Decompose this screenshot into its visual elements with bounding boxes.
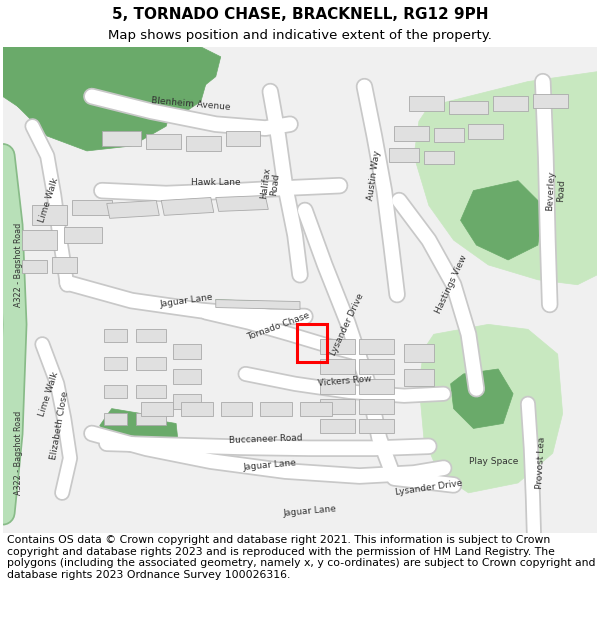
Polygon shape: [451, 369, 513, 429]
Polygon shape: [104, 385, 127, 398]
Polygon shape: [72, 201, 112, 216]
Polygon shape: [216, 299, 300, 309]
Polygon shape: [32, 206, 67, 225]
Polygon shape: [136, 357, 166, 370]
Polygon shape: [102, 131, 142, 146]
Polygon shape: [173, 369, 201, 384]
Text: Lysander Drive: Lysander Drive: [395, 479, 463, 497]
Polygon shape: [52, 47, 156, 136]
Polygon shape: [104, 329, 127, 342]
Polygon shape: [469, 124, 503, 139]
Polygon shape: [2, 47, 146, 136]
Text: 5, TORNADO CHASE, BRACKNELL, RG12 9PH: 5, TORNADO CHASE, BRACKNELL, RG12 9PH: [112, 6, 488, 21]
Polygon shape: [139, 419, 179, 455]
Text: Beverley
Road: Beverley Road: [545, 170, 566, 211]
Text: Lime Walk: Lime Walk: [38, 370, 61, 418]
Polygon shape: [136, 385, 166, 398]
Text: Austin Way: Austin Way: [367, 150, 382, 201]
Polygon shape: [404, 369, 434, 386]
Polygon shape: [52, 257, 77, 273]
Polygon shape: [136, 329, 166, 342]
Polygon shape: [320, 379, 355, 394]
Polygon shape: [216, 299, 300, 316]
Polygon shape: [146, 134, 181, 149]
Polygon shape: [104, 412, 127, 426]
Text: A322 - Bagshot Road: A322 - Bagshot Road: [14, 411, 23, 496]
Polygon shape: [359, 399, 394, 414]
Polygon shape: [57, 47, 221, 116]
Text: Vickers Row: Vickers Row: [317, 374, 372, 388]
Polygon shape: [359, 419, 394, 433]
Polygon shape: [359, 359, 394, 374]
Polygon shape: [359, 379, 394, 394]
Text: Jaguar Lane: Jaguar Lane: [159, 292, 213, 309]
Polygon shape: [260, 402, 292, 416]
Polygon shape: [100, 409, 149, 451]
Polygon shape: [414, 72, 598, 285]
Text: Hawk Lane: Hawk Lane: [191, 178, 241, 187]
Polygon shape: [104, 357, 127, 370]
Polygon shape: [22, 260, 47, 273]
Polygon shape: [409, 96, 444, 111]
Text: Halifax
Road: Halifax Road: [259, 167, 282, 201]
Polygon shape: [173, 344, 201, 359]
Polygon shape: [389, 148, 419, 162]
Text: Buccaneer Road: Buccaneer Road: [229, 434, 302, 445]
Polygon shape: [320, 359, 355, 374]
Text: Lysander Drive: Lysander Drive: [329, 292, 366, 357]
Polygon shape: [107, 201, 159, 218]
Text: Hastings View: Hastings View: [434, 254, 469, 316]
Polygon shape: [216, 196, 268, 211]
Polygon shape: [226, 131, 260, 146]
Text: A322 - Bagshot Road: A322 - Bagshot Road: [14, 222, 23, 307]
Text: Blenheim Avenue: Blenheim Avenue: [151, 96, 231, 112]
Polygon shape: [320, 399, 355, 414]
Polygon shape: [136, 412, 166, 426]
Text: Jaguar Lane: Jaguar Lane: [243, 458, 298, 472]
Polygon shape: [181, 402, 213, 416]
Text: Provost Lea: Provost Lea: [535, 437, 547, 489]
Text: Play Space: Play Space: [469, 457, 518, 466]
Polygon shape: [424, 151, 454, 164]
Polygon shape: [300, 402, 332, 416]
Polygon shape: [64, 228, 102, 243]
Text: Lime Walk: Lime Walk: [38, 177, 61, 224]
Polygon shape: [461, 181, 543, 260]
Polygon shape: [320, 419, 355, 433]
Polygon shape: [221, 402, 253, 416]
Polygon shape: [320, 339, 355, 354]
Bar: [297, 324, 327, 362]
Text: Jaguar Lane: Jaguar Lane: [283, 504, 337, 518]
Polygon shape: [186, 136, 221, 151]
Polygon shape: [22, 230, 57, 250]
Polygon shape: [142, 402, 173, 416]
Text: Tornado Chase: Tornado Chase: [245, 311, 311, 342]
Polygon shape: [173, 394, 201, 409]
Text: Contains OS data © Crown copyright and database right 2021. This information is : Contains OS data © Crown copyright and d…: [7, 535, 596, 580]
Polygon shape: [394, 126, 429, 141]
Text: Map shows position and indicative extent of the property.: Map shows position and indicative extent…: [108, 29, 492, 42]
Text: Elizabeth Close: Elizabeth Close: [49, 391, 70, 461]
Polygon shape: [102, 47, 211, 126]
Polygon shape: [533, 94, 568, 108]
Polygon shape: [434, 128, 464, 142]
Polygon shape: [359, 339, 394, 354]
Polygon shape: [493, 96, 528, 111]
Polygon shape: [449, 101, 488, 114]
Polygon shape: [161, 198, 214, 216]
Polygon shape: [2, 47, 176, 151]
Polygon shape: [404, 344, 434, 362]
Polygon shape: [419, 324, 563, 493]
